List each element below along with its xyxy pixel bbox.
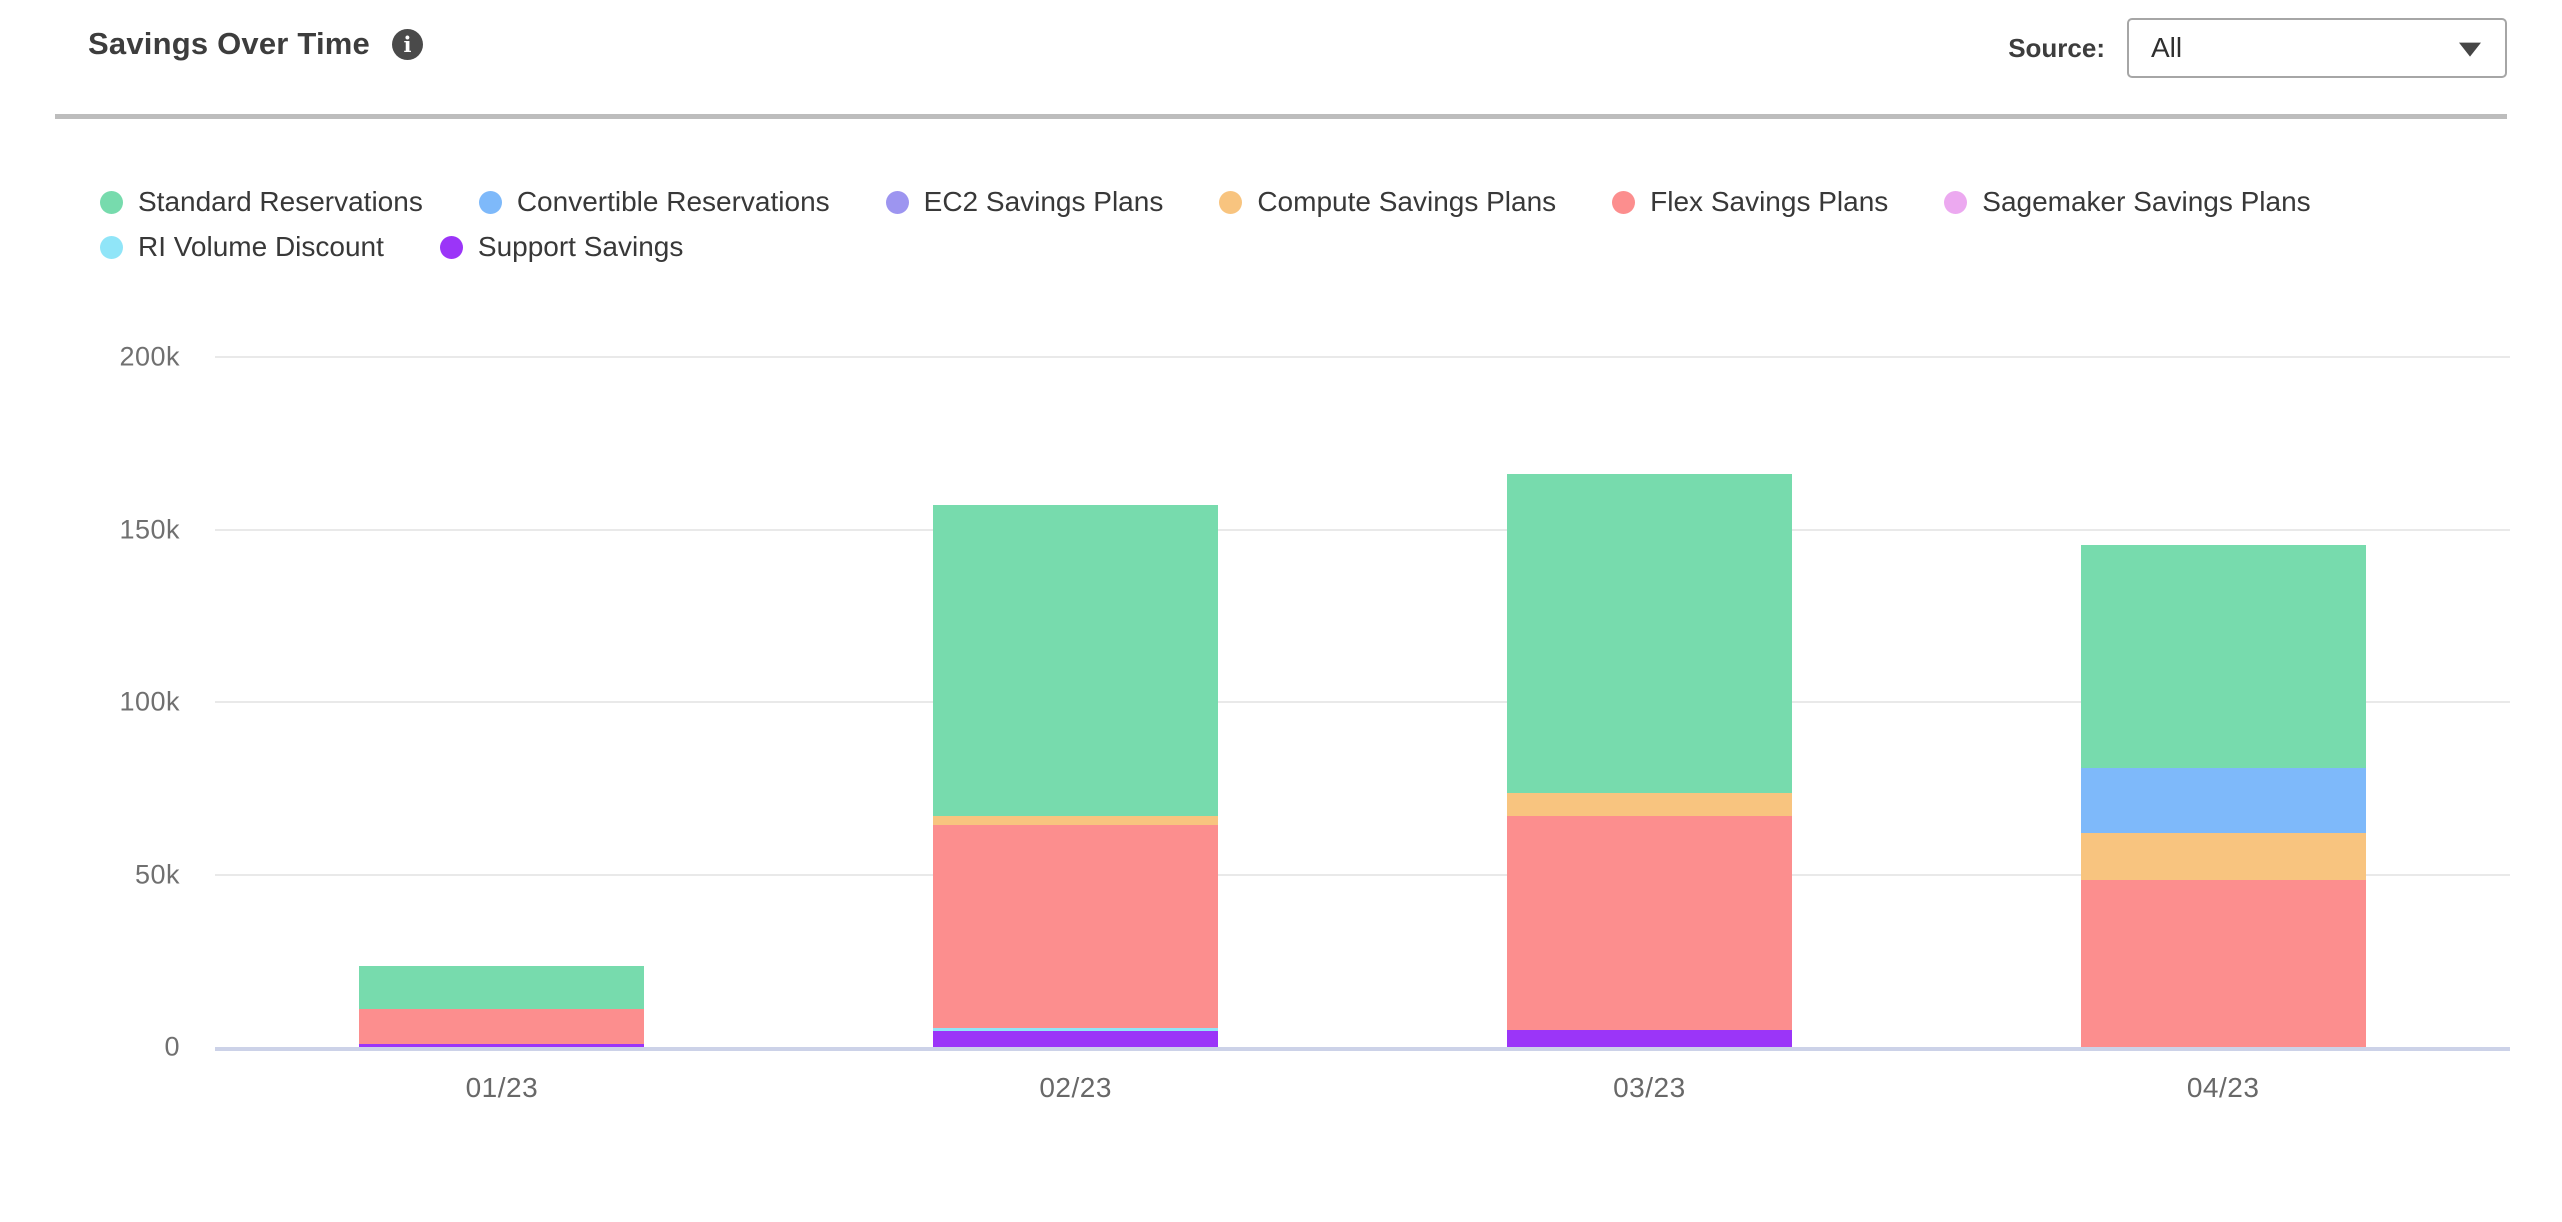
bar-segment-flex-savings-plans[interactable] bbox=[2080, 879, 2366, 1047]
bar-segment-flex-savings-plans[interactable] bbox=[1506, 815, 1792, 1030]
legend-item-flex-savings-plans[interactable]: Flex Savings Plans bbox=[1612, 186, 1888, 218]
stacked-bar-02-23 bbox=[933, 357, 1219, 1047]
legend-dot-icon bbox=[100, 235, 123, 259]
y-tick-label: 150k bbox=[119, 514, 180, 544]
x-tick-label: 03/23 bbox=[1613, 1072, 1686, 1103]
bar-segment-support-savings[interactable] bbox=[359, 1043, 645, 1047]
gridline bbox=[215, 528, 2510, 531]
x-tick-label: 02/23 bbox=[1039, 1072, 1112, 1103]
x-axis-labels: 01/23 02/23 03/23 04/23 bbox=[215, 1072, 2510, 1104]
legend-dot-icon bbox=[1219, 190, 1243, 214]
stacked-bar-03-23 bbox=[1506, 357, 1792, 1047]
y-axis-labels: 0 50k 100k 150k 200k bbox=[0, 342, 180, 1062]
bar-slot-03-23 bbox=[1363, 357, 1937, 1047]
legend-label: Convertible Reservations bbox=[516, 186, 830, 217]
x-tick-label: 04/23 bbox=[2186, 1072, 2260, 1103]
bar-slot-02-23 bbox=[789, 357, 1363, 1047]
legend-item-ec2-savings-plans[interactable]: EC2 Savings Plans bbox=[885, 186, 1164, 218]
legend-dot-icon bbox=[439, 235, 463, 259]
bar-segment-standard-reservations[interactable] bbox=[359, 965, 645, 1010]
x-axis-line bbox=[215, 1047, 2510, 1051]
bar-slot-04-23 bbox=[1936, 357, 2510, 1047]
x-tick-label: 01/23 bbox=[465, 1072, 539, 1103]
legend-label: Support Savings bbox=[477, 231, 684, 262]
bar-segment-support-savings[interactable] bbox=[1506, 1029, 1792, 1047]
legend-label: Compute Savings Plans bbox=[1257, 186, 1557, 217]
legend-dot-icon bbox=[1944, 190, 1968, 214]
chevron-down-icon bbox=[2459, 42, 2481, 57]
bar-segment-flex-savings-plans[interactable] bbox=[359, 1009, 645, 1044]
header-divider bbox=[55, 114, 2507, 119]
legend-dot-icon bbox=[885, 190, 909, 214]
legend-item-standard-reservations[interactable]: Standard Reservations bbox=[100, 186, 423, 218]
bar-segment-compute-savings-plans[interactable] bbox=[2080, 833, 2366, 880]
legend-dot-icon bbox=[1612, 190, 1636, 214]
source-selected-value: All bbox=[2151, 32, 2183, 63]
bar-segment-standard-reservations[interactable] bbox=[2080, 545, 2366, 768]
gridline bbox=[215, 356, 2510, 358]
legend-label: EC2 Savings Plans bbox=[923, 186, 1164, 217]
bar-segment-standard-reservations[interactable] bbox=[1506, 474, 1792, 794]
chart-legend: Standard Reservations Convertible Reserva… bbox=[100, 186, 2480, 263]
legend-item-compute-savings-plans[interactable]: Compute Savings Plans bbox=[1219, 186, 1556, 218]
legend-dot-icon bbox=[478, 190, 502, 214]
gridline bbox=[215, 701, 2510, 703]
legend-dot-icon bbox=[100, 190, 123, 214]
page-title: Savings Over Time bbox=[88, 26, 370, 61]
y-tick-label: 200k bbox=[119, 341, 180, 372]
legend-label: Sagemaker Savings Plans bbox=[1982, 186, 2311, 217]
source-wrap: Source: All bbox=[2008, 18, 2507, 78]
gridline bbox=[215, 873, 2510, 876]
bar-segment-support-savings[interactable] bbox=[933, 1031, 1219, 1047]
bar-segment-ri-volume-discount[interactable] bbox=[933, 1028, 1219, 1032]
bar-segment-standard-reservations[interactable] bbox=[933, 505, 1219, 816]
source-label: Source: bbox=[2008, 32, 2105, 63]
legend-item-support-savings[interactable]: Support Savings bbox=[439, 231, 684, 263]
legend-label: Standard Reservations bbox=[138, 186, 423, 217]
bar-segment-convertible-reservations[interactable] bbox=[2080, 767, 2366, 834]
y-tick-label: 50k bbox=[134, 859, 180, 889]
bar-segment-compute-savings-plans[interactable] bbox=[933, 815, 1219, 825]
bar-segment-compute-savings-plans[interactable] bbox=[1506, 793, 1792, 816]
stacked-bar-01-23 bbox=[359, 357, 645, 1047]
legend-item-sagemaker-savings-plans[interactable]: Sagemaker Savings Plans bbox=[1944, 186, 2311, 218]
legend-item-ri-volume-discount[interactable]: RI Volume Discount bbox=[100, 231, 384, 263]
title-wrap: Savings Over Time i bbox=[88, 26, 423, 62]
plot-area bbox=[215, 356, 2510, 1051]
legend-item-convertible-reservations[interactable]: Convertible Reservations bbox=[478, 186, 830, 218]
legend-label: Flex Savings Plans bbox=[1650, 186, 1889, 217]
source-select[interactable]: All bbox=[2127, 18, 2507, 78]
bars-row bbox=[215, 357, 2510, 1047]
panel-header: Savings Over Time i Source: All bbox=[0, 0, 2562, 120]
stacked-bar-04-23 bbox=[2080, 357, 2366, 1047]
info-icon[interactable]: i bbox=[391, 28, 423, 60]
legend-label: RI Volume Discount bbox=[138, 231, 384, 262]
bar-slot-01-23 bbox=[215, 357, 789, 1047]
y-tick-label: 100k bbox=[119, 686, 180, 717]
bar-segment-flex-savings-plans[interactable] bbox=[933, 824, 1219, 1029]
y-tick-label: 0 bbox=[164, 1031, 180, 1062]
